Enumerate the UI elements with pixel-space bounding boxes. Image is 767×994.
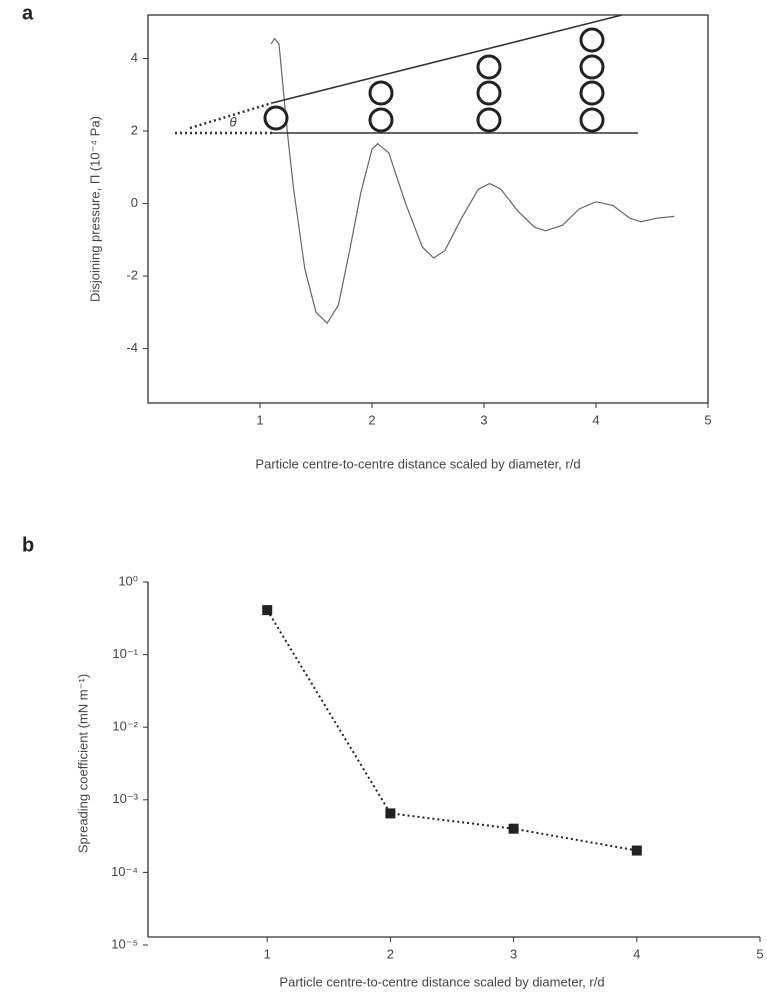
- y-tick-label: 10⁻⁵: [111, 936, 138, 951]
- panel-letter: b: [22, 534, 34, 556]
- y-tick-label: -2: [126, 268, 138, 283]
- x-axis-label: Particle centre-to-centre distance scale…: [255, 456, 580, 471]
- y-tick-label: -4: [126, 340, 138, 355]
- y-tick-label: 0: [131, 195, 138, 210]
- data-marker: [631, 845, 642, 856]
- data-line: [266, 609, 637, 852]
- wedge-top: [271, 14, 623, 104]
- x-tick-label: 2: [387, 946, 394, 961]
- y-tick-label: 4: [131, 50, 138, 65]
- wedge-dotted: [189, 101, 273, 130]
- data-line: [270, 37, 675, 325]
- particle: [579, 107, 605, 133]
- particle: [476, 80, 502, 106]
- particle: [579, 27, 605, 53]
- particle: [476, 107, 502, 133]
- plot-frame: [147, 14, 709, 404]
- x-tick-label: 5: [704, 412, 711, 427]
- x-tick-label: 1: [264, 946, 271, 961]
- x-tick-label: 3: [510, 946, 517, 961]
- y-axis-label: Disjoining pressure, Π (10⁻⁴ Pa): [87, 116, 102, 302]
- y-tick-label: 10⁻⁴: [111, 864, 138, 879]
- y-tick-label: 10⁰: [118, 573, 138, 588]
- x-tick-label: 3: [480, 412, 487, 427]
- x-tick-label: 5: [756, 946, 763, 961]
- particle: [579, 54, 605, 80]
- data-marker: [262, 605, 273, 616]
- data-marker: [385, 808, 396, 819]
- data-marker: [508, 823, 519, 834]
- x-tick-label: 4: [592, 412, 599, 427]
- particle: [263, 105, 289, 131]
- particle: [368, 80, 394, 106]
- annotation: θ: [229, 114, 236, 129]
- y-tick-label: 10⁻²: [112, 719, 138, 734]
- y-tick-label: 10⁻¹: [112, 646, 138, 661]
- particle: [476, 54, 502, 80]
- y-axis-label: Spreading coefficient (mN m⁻¹): [75, 674, 90, 853]
- particle: [368, 107, 394, 133]
- y-tick-label: 2: [131, 122, 138, 137]
- y-tick-label: 10⁻³: [112, 791, 138, 806]
- x-tick-label: 4: [633, 946, 640, 961]
- x-tick-label: 2: [368, 412, 375, 427]
- panel-letter: a: [22, 2, 34, 24]
- x-axis-label: Particle centre-to-centre distance scale…: [279, 974, 604, 989]
- x-tick-label: 1: [256, 412, 263, 427]
- particle: [579, 80, 605, 106]
